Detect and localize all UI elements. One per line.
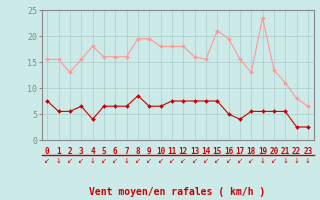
Text: ↙: ↙ bbox=[214, 158, 220, 164]
Text: 20: 20 bbox=[269, 146, 278, 156]
Text: ↙: ↙ bbox=[158, 158, 164, 164]
Text: 13: 13 bbox=[190, 146, 199, 156]
Text: ↙: ↙ bbox=[101, 158, 107, 164]
Text: 22: 22 bbox=[292, 146, 301, 156]
Text: ↙: ↙ bbox=[192, 158, 197, 164]
Text: ↙: ↙ bbox=[203, 158, 209, 164]
Text: 2: 2 bbox=[68, 146, 72, 156]
Text: 19: 19 bbox=[258, 146, 267, 156]
Text: 8: 8 bbox=[136, 146, 140, 156]
Text: ↓: ↓ bbox=[56, 158, 61, 164]
Text: ↙: ↙ bbox=[146, 158, 152, 164]
Text: 10: 10 bbox=[156, 146, 165, 156]
Text: 1: 1 bbox=[56, 146, 61, 156]
Text: 16: 16 bbox=[224, 146, 233, 156]
Text: 0: 0 bbox=[45, 146, 50, 156]
Text: 5: 5 bbox=[102, 146, 106, 156]
Text: ↓: ↓ bbox=[282, 158, 288, 164]
Text: 18: 18 bbox=[247, 146, 256, 156]
Text: ↓: ↓ bbox=[124, 158, 130, 164]
Text: ↙: ↙ bbox=[78, 158, 84, 164]
Text: 14: 14 bbox=[201, 146, 211, 156]
Text: ↙: ↙ bbox=[237, 158, 243, 164]
Text: 3: 3 bbox=[79, 146, 84, 156]
Text: 23: 23 bbox=[303, 146, 313, 156]
Text: 17: 17 bbox=[235, 146, 244, 156]
Text: ↙: ↙ bbox=[169, 158, 175, 164]
Text: ↓: ↓ bbox=[260, 158, 266, 164]
Text: ↙: ↙ bbox=[248, 158, 254, 164]
Text: ↓: ↓ bbox=[294, 158, 300, 164]
Text: ↙: ↙ bbox=[271, 158, 277, 164]
Text: 15: 15 bbox=[213, 146, 222, 156]
Text: ↙: ↙ bbox=[180, 158, 186, 164]
Text: 4: 4 bbox=[90, 146, 95, 156]
Text: 9: 9 bbox=[147, 146, 152, 156]
Text: 11: 11 bbox=[167, 146, 177, 156]
Text: 12: 12 bbox=[179, 146, 188, 156]
Text: ↙: ↙ bbox=[44, 158, 50, 164]
Text: Vent moyen/en rafales ( km/h ): Vent moyen/en rafales ( km/h ) bbox=[90, 187, 266, 197]
Text: ↙: ↙ bbox=[135, 158, 141, 164]
Text: ↓: ↓ bbox=[90, 158, 96, 164]
Text: 21: 21 bbox=[281, 146, 290, 156]
Text: ↙: ↙ bbox=[226, 158, 232, 164]
Text: 6: 6 bbox=[113, 146, 117, 156]
Text: ↙: ↙ bbox=[112, 158, 118, 164]
Text: 7: 7 bbox=[124, 146, 129, 156]
Text: ↙: ↙ bbox=[67, 158, 73, 164]
Text: ↓: ↓ bbox=[305, 158, 311, 164]
